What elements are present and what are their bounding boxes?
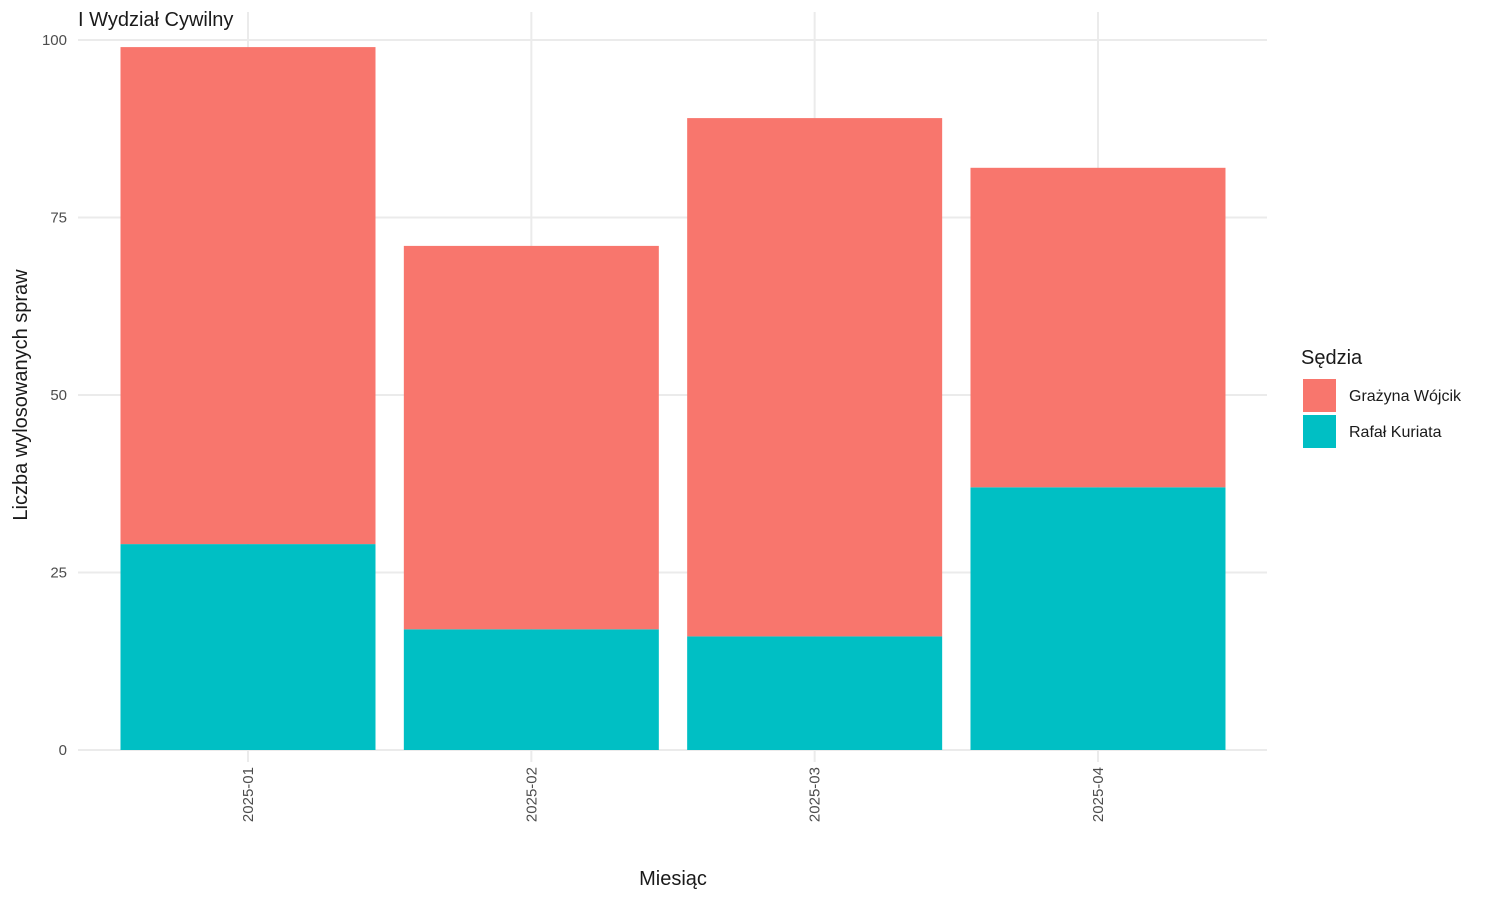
x-tick-label: 2025-02 (523, 767, 540, 822)
bar-segment (403, 629, 659, 750)
bar-segment (120, 47, 376, 545)
y-axis-title: Liczba wylosowanych spraw (10, 269, 32, 521)
bar-segment (120, 544, 376, 750)
x-tick-label: 2025-04 (1090, 767, 1107, 822)
y-tick-label: 0 (59, 742, 67, 759)
x-axis-ticks: 2025-01 2025-02 2025-03 2025-04 (240, 767, 1107, 822)
y-tick-label: 75 (50, 210, 67, 227)
x-tick-label: 2025-03 (807, 767, 824, 822)
legend: Sędzia Grażyna Wójcik Rafał Kuriata (1301, 347, 1462, 448)
bar-segment (687, 118, 943, 637)
legend-swatch (1303, 415, 1336, 448)
bars (120, 47, 1226, 750)
y-axis-ticks: 0 25 50 75 100 (42, 32, 67, 759)
y-tick-label: 100 (42, 32, 67, 49)
x-tick-label: 2025-01 (240, 767, 257, 822)
legend-swatch (1303, 379, 1336, 412)
y-tick-label: 25 (50, 565, 67, 582)
bar-segment (970, 167, 1226, 488)
bar-segment (970, 487, 1226, 750)
bar-segment (403, 245, 659, 630)
bar-segment (687, 636, 943, 750)
legend-title: Sędzia (1301, 347, 1363, 369)
legend-label: Grażyna Wójcik (1349, 388, 1462, 405)
legend-label: Rafał Kuriata (1349, 424, 1442, 441)
chart-title: I Wydział Cywilny (78, 9, 233, 31)
x-axis-title: Miesiąc (639, 868, 707, 890)
y-tick-label: 50 (50, 387, 67, 404)
